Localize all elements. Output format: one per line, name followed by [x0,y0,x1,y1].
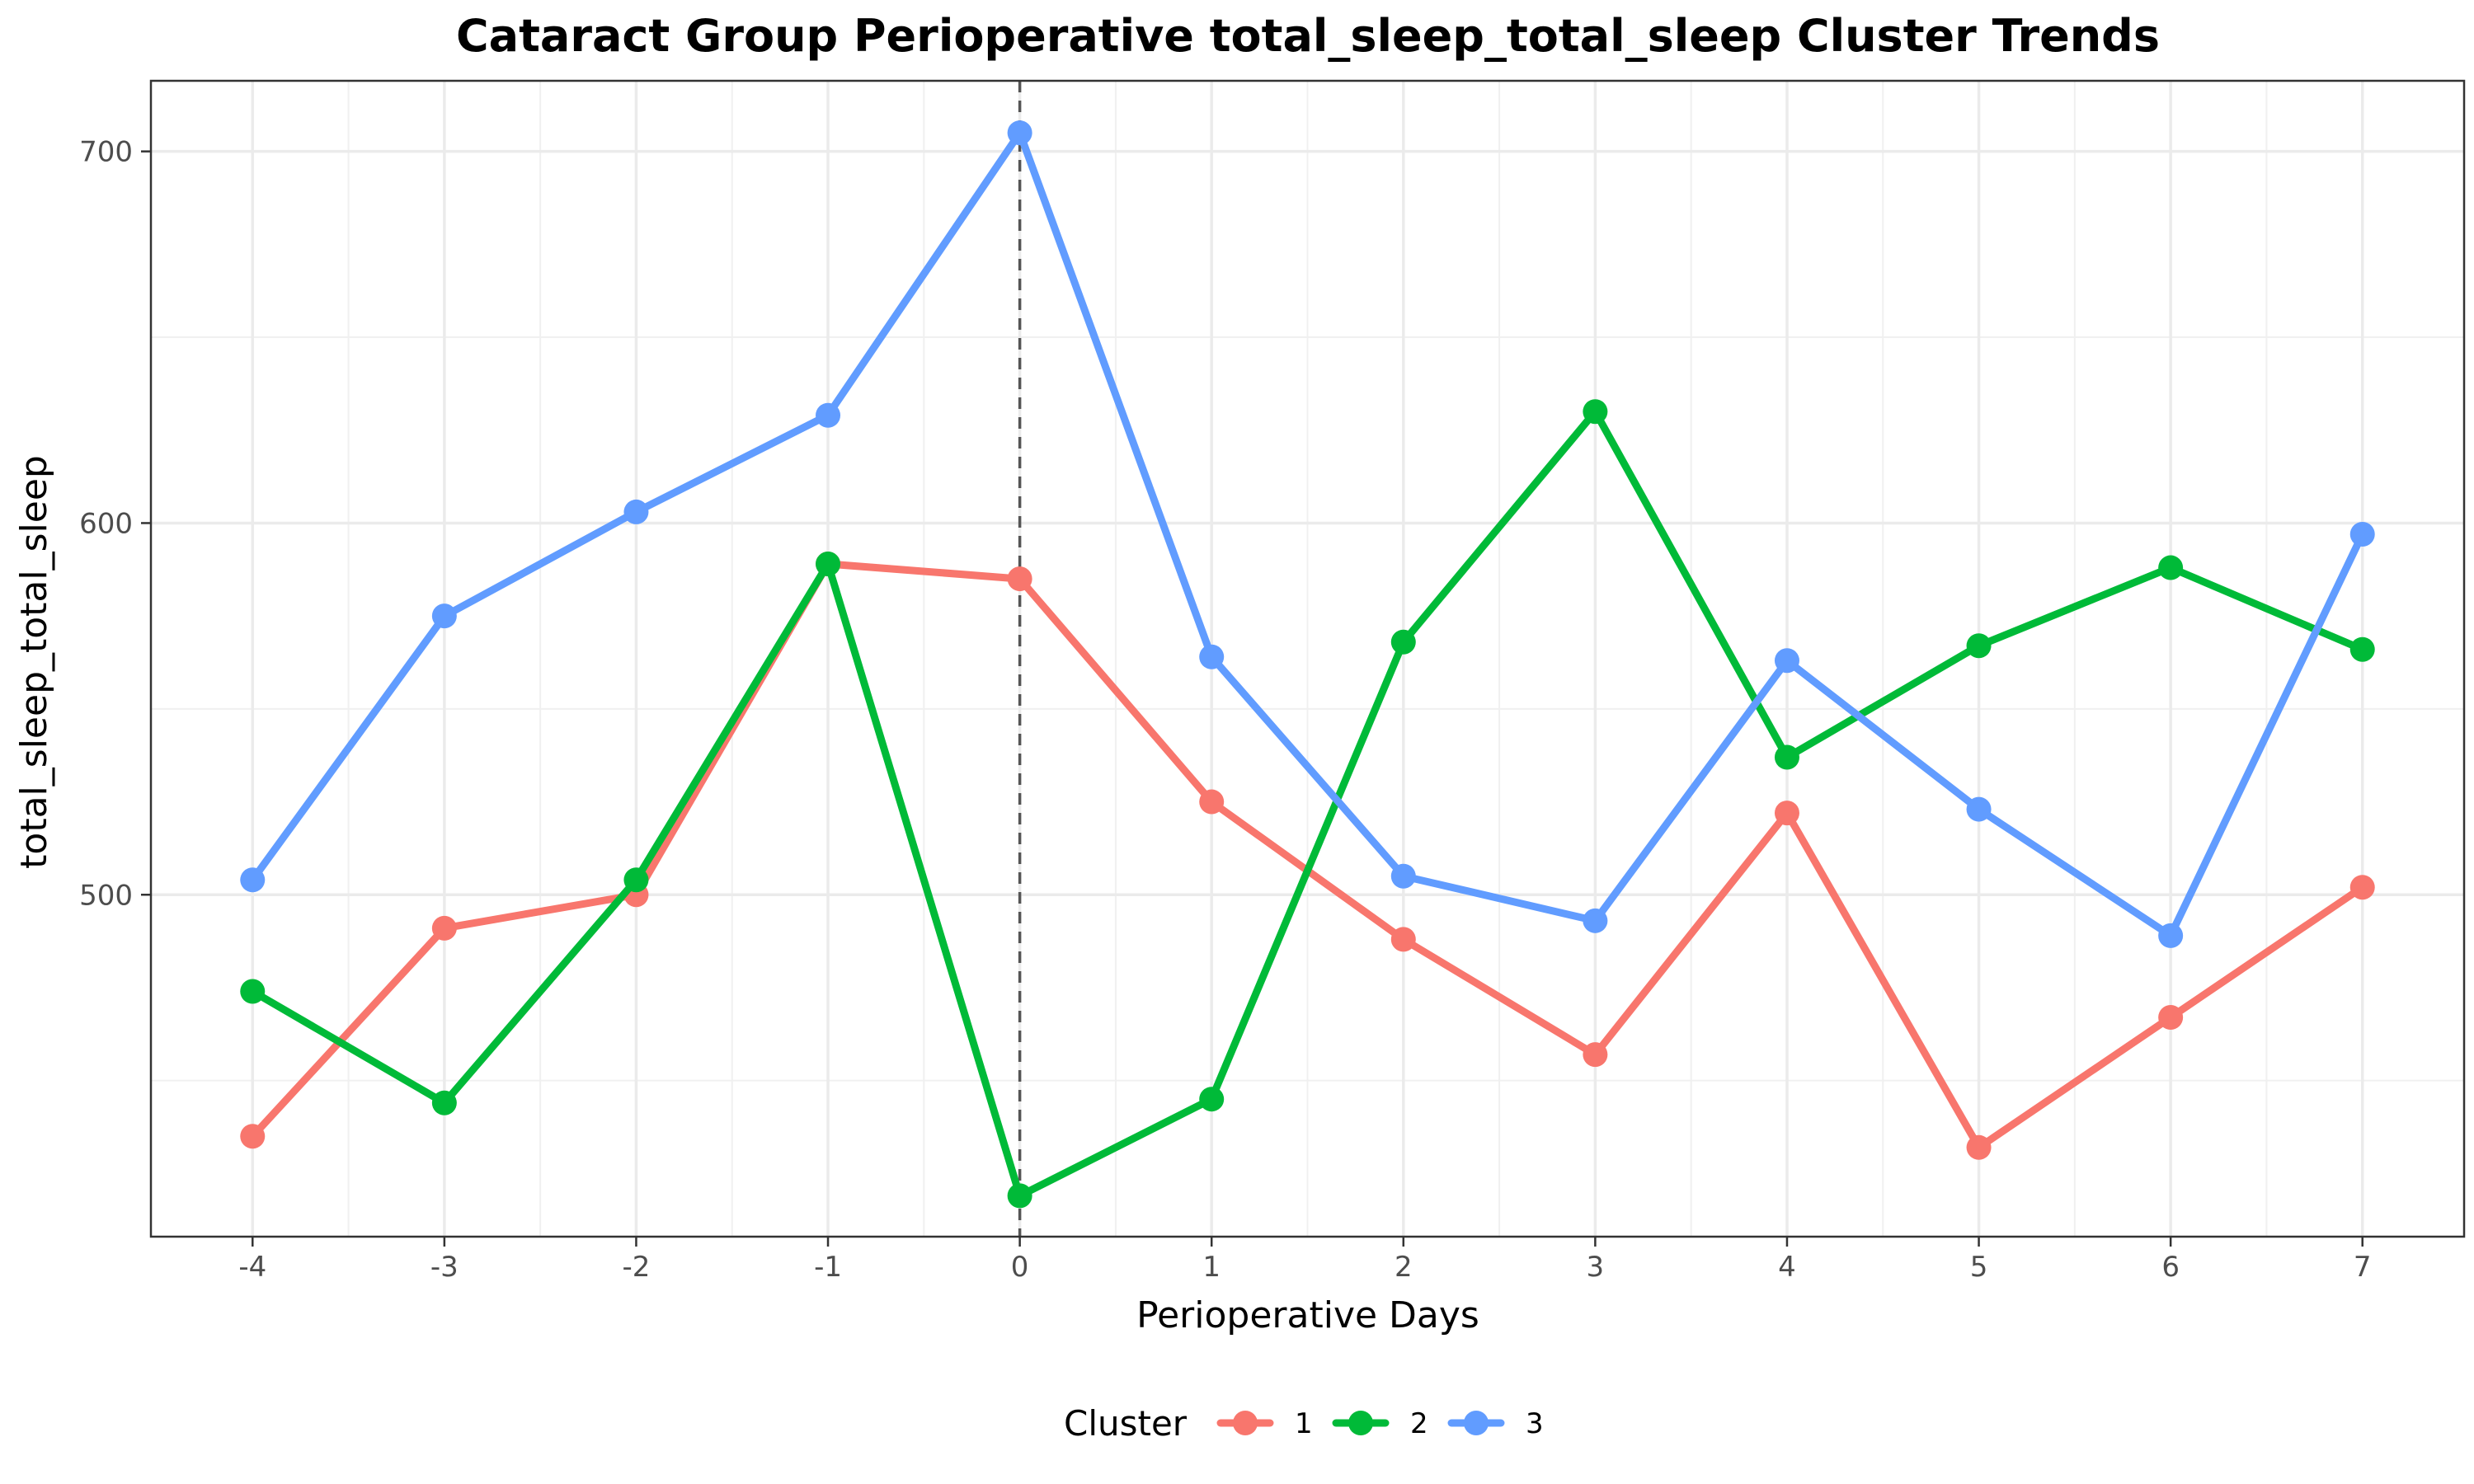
x-tick-label: 6 [2161,1251,2180,1284]
y-tick-label: 600 [79,507,133,540]
legend-title: Cluster [1064,1403,1188,1444]
data-point-3 [1583,908,1608,933]
y-axis-title: total_sleep_total_sleep [13,455,55,869]
data-point-3 [2158,923,2184,948]
data-point-2 [1199,1087,1225,1112]
legend-label: 3 [1526,1407,1544,1440]
data-point-3 [816,402,841,428]
x-tick-label: -3 [430,1251,459,1284]
legend-key-point [1348,1411,1373,1435]
chart-title: Cataract Group Perioperative total_sleep… [456,10,2160,62]
data-point-1 [1199,789,1225,815]
data-point-3 [240,867,266,893]
data-point-3 [431,603,457,629]
data-point-1 [240,1124,266,1149]
data-point-2 [2158,555,2184,580]
data-point-2 [2349,636,2375,662]
x-tick-label: 5 [1970,1251,1988,1284]
data-point-2 [1774,744,1799,770]
data-point-3 [1774,648,1799,674]
legend-label: 2 [1410,1407,1428,1440]
x-tick-label: -4 [238,1251,266,1284]
data-point-1 [1007,566,1032,592]
plot-panel [149,79,2466,1238]
data-point-2 [623,867,649,893]
x-axis-title: Perioperative Days [1136,1294,1479,1336]
x-tick-label: 0 [1011,1251,1029,1284]
y-tick-label: 500 [79,879,133,912]
data-point-1 [1966,1134,1992,1160]
data-point-1 [1390,927,1416,952]
data-point-1 [2158,1005,2184,1031]
data-point-3 [1199,644,1225,669]
x-tick-label: 1 [1202,1251,1221,1284]
data-point-2 [1007,1183,1032,1209]
data-point-1 [1583,1042,1608,1068]
data-point-2 [240,979,266,1004]
data-point-1 [1774,801,1799,826]
data-point-1 [2349,875,2375,900]
x-tick-label: 7 [2354,1251,2372,1284]
x-tick-label: -2 [622,1251,650,1284]
legend-key-point [1464,1411,1489,1435]
x-tick-label: 3 [1587,1251,1605,1284]
data-point-3 [1966,796,1992,822]
data-point-3 [1390,863,1416,889]
x-axis: -4 -3 -2 -1 0 1 2 3 4 5 6 7 [238,1237,2372,1284]
x-tick-label: 2 [1395,1251,1413,1284]
data-point-2 [1966,633,1992,659]
data-point-3 [2349,521,2375,547]
y-tick-label: 700 [79,136,133,169]
data-point-3 [623,499,649,524]
legend-key-point [1233,1411,1258,1435]
data-point-2 [1390,629,1416,655]
series-line-3 [248,129,2367,940]
data-point-2 [816,552,841,577]
legend-label: 1 [1295,1407,1313,1440]
y-axis: 500 600 700 [79,136,151,912]
legend: Cluster 1 2 3 [1064,1403,1544,1444]
series-line-2 [248,407,2367,1200]
x-tick-label: -1 [814,1251,842,1284]
data-point-2 [431,1090,457,1115]
data-point-1 [431,915,457,941]
data-point-3 [1007,120,1032,146]
data-point-2 [1583,399,1608,425]
x-tick-label: 4 [1778,1251,1796,1284]
panel-border [149,79,2466,1238]
